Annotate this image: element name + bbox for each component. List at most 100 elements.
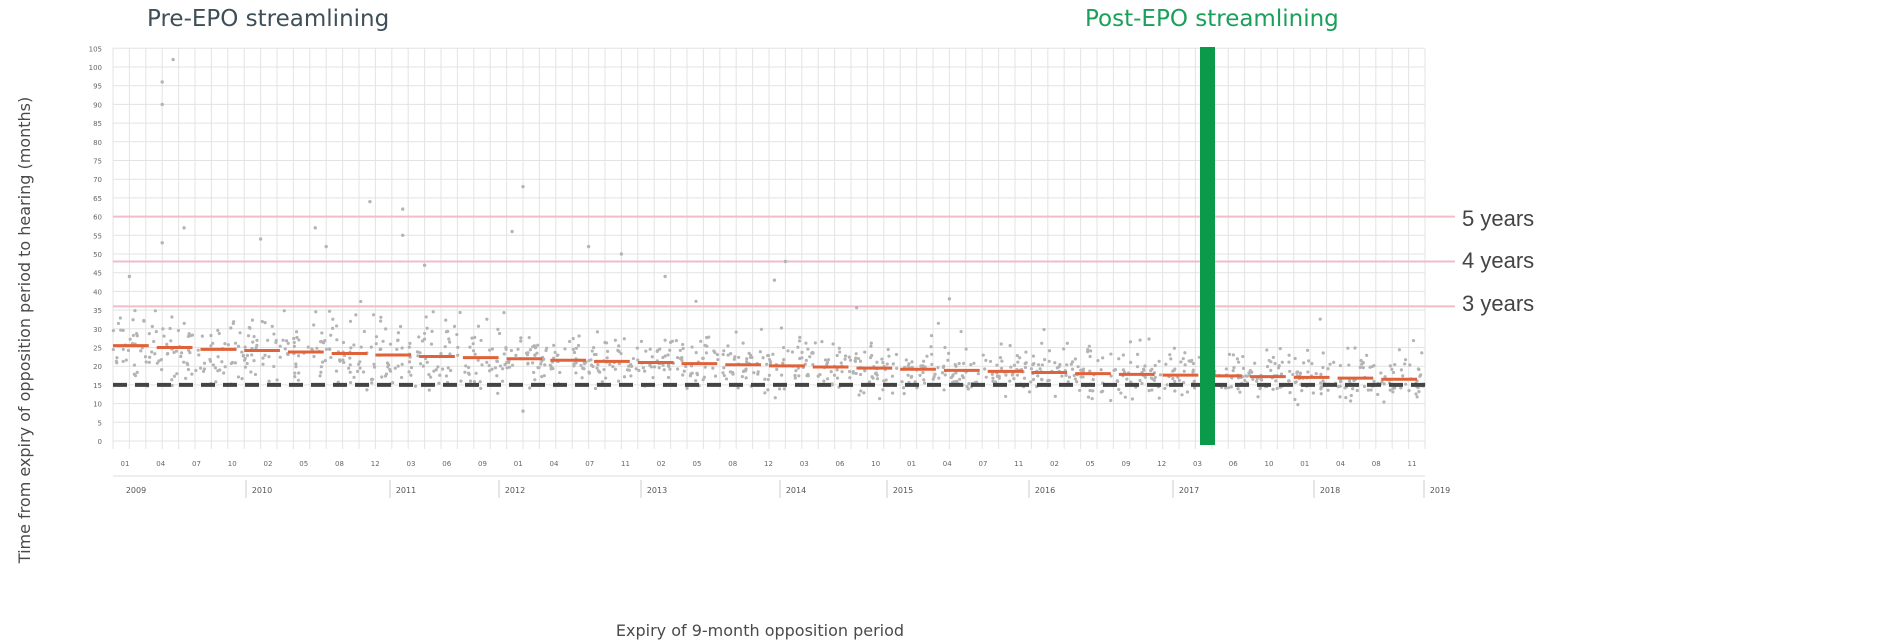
data-point xyxy=(420,339,425,343)
data-point xyxy=(767,353,771,358)
data-point xyxy=(806,347,810,351)
data-point xyxy=(840,370,844,374)
x-year-label: 2018 xyxy=(1320,486,1340,495)
data-point xyxy=(487,364,491,368)
data-point xyxy=(161,327,165,331)
data-point xyxy=(327,347,332,351)
data-point xyxy=(155,361,159,365)
data-point xyxy=(848,358,853,362)
data-point xyxy=(170,383,174,388)
data-point xyxy=(369,345,373,349)
x-tick-label: 07 xyxy=(192,460,201,468)
data-point xyxy=(906,364,910,368)
data-point xyxy=(781,346,786,350)
data-point xyxy=(668,348,672,352)
data-point xyxy=(581,366,585,370)
data-point xyxy=(1347,363,1351,367)
data-point xyxy=(425,326,429,330)
data-point xyxy=(637,368,641,373)
data-point xyxy=(1238,390,1242,394)
data-point xyxy=(1015,373,1020,377)
data-point xyxy=(663,338,667,342)
data-point xyxy=(507,365,512,369)
data-point xyxy=(495,374,499,378)
data-point xyxy=(1241,354,1245,359)
data-point xyxy=(1382,400,1386,404)
data-point xyxy=(777,387,782,391)
data-point xyxy=(765,362,769,366)
data-point xyxy=(468,379,473,383)
data-point xyxy=(763,377,767,381)
data-point xyxy=(862,391,866,395)
data-point xyxy=(929,334,934,338)
data-point xyxy=(318,374,322,378)
outlier-point xyxy=(401,207,405,211)
data-point xyxy=(320,340,324,344)
data-point xyxy=(150,324,154,329)
x-tick-label: 11 xyxy=(1408,460,1417,468)
data-point xyxy=(722,366,726,370)
data-point xyxy=(1067,375,1072,379)
data-point xyxy=(736,386,740,390)
data-point xyxy=(793,376,797,380)
data-point xyxy=(348,319,353,323)
data-point xyxy=(724,377,729,381)
data-point xyxy=(496,391,500,395)
data-point xyxy=(1274,379,1278,383)
data-point xyxy=(936,366,940,370)
data-point xyxy=(217,331,221,336)
x-tick-label: 08 xyxy=(335,460,344,468)
data-point xyxy=(958,377,962,381)
data-point xyxy=(880,357,884,361)
data-point xyxy=(875,377,880,381)
data-point xyxy=(208,357,212,362)
data-point xyxy=(695,373,700,377)
data-point xyxy=(875,360,879,364)
data-point xyxy=(1012,377,1016,381)
data-point xyxy=(984,375,988,379)
data-point xyxy=(170,315,174,319)
data-point xyxy=(473,335,477,339)
data-point xyxy=(759,327,764,331)
data-point xyxy=(1125,377,1129,381)
data-point xyxy=(587,370,591,374)
data-point xyxy=(843,357,847,361)
data-point xyxy=(1171,377,1175,381)
data-point xyxy=(881,388,885,392)
data-point xyxy=(571,347,575,352)
data-point xyxy=(159,357,164,362)
data-point xyxy=(674,339,678,343)
data-point xyxy=(1245,374,1249,378)
data-point xyxy=(830,383,834,387)
data-point xyxy=(379,319,383,323)
data-point xyxy=(447,337,451,341)
data-point xyxy=(1224,386,1228,390)
data-point xyxy=(348,370,352,374)
data-point xyxy=(502,311,506,315)
data-point xyxy=(1349,393,1353,398)
data-point xyxy=(143,355,148,359)
y-tick-label: 55 xyxy=(93,232,102,240)
data-point xyxy=(1287,360,1291,364)
data-point xyxy=(900,380,904,384)
data-point xyxy=(589,363,594,367)
data-point xyxy=(1065,363,1069,367)
x-tick-label: 04 xyxy=(1336,460,1345,468)
data-point xyxy=(826,358,831,362)
data-point xyxy=(1173,367,1177,371)
data-point xyxy=(747,351,751,355)
data-point xyxy=(767,357,772,362)
data-point xyxy=(223,341,227,346)
data-point xyxy=(272,364,276,369)
data-point xyxy=(116,321,121,326)
data-point xyxy=(128,337,132,341)
data-point xyxy=(370,381,374,385)
data-point xyxy=(294,330,299,334)
data-point xyxy=(480,363,484,367)
outlier-point xyxy=(783,259,788,264)
data-point xyxy=(342,360,346,365)
data-point xyxy=(855,306,859,310)
data-point xyxy=(427,373,431,377)
outlier-point xyxy=(401,233,405,237)
data-point xyxy=(959,329,963,334)
